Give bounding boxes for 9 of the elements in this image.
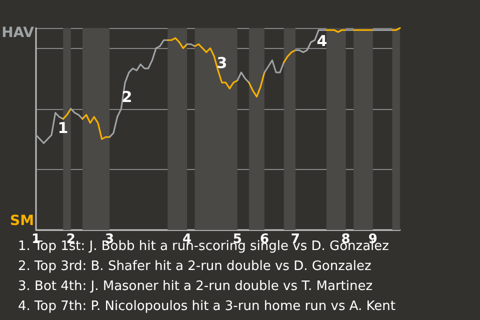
annotation: 4 (316, 32, 328, 50)
annotation: 1 (58, 119, 68, 137)
text: HAV (2, 25, 34, 41)
annotation: 2 (122, 88, 132, 106)
text: 3. Bot 4th: J. Masoner hit a 2-run double vs T. Martinez (18, 279, 373, 294)
text: 2. Top 3rd: B. Shafer hit a 2-run double vs D. Gonzalez (18, 259, 372, 274)
text: SM (10, 213, 34, 229)
annotation: 3 (216, 54, 228, 72)
text: 4. Top 7th: P. Nicolopoulos hit a 3-run home run vs A. Kent (18, 299, 396, 314)
